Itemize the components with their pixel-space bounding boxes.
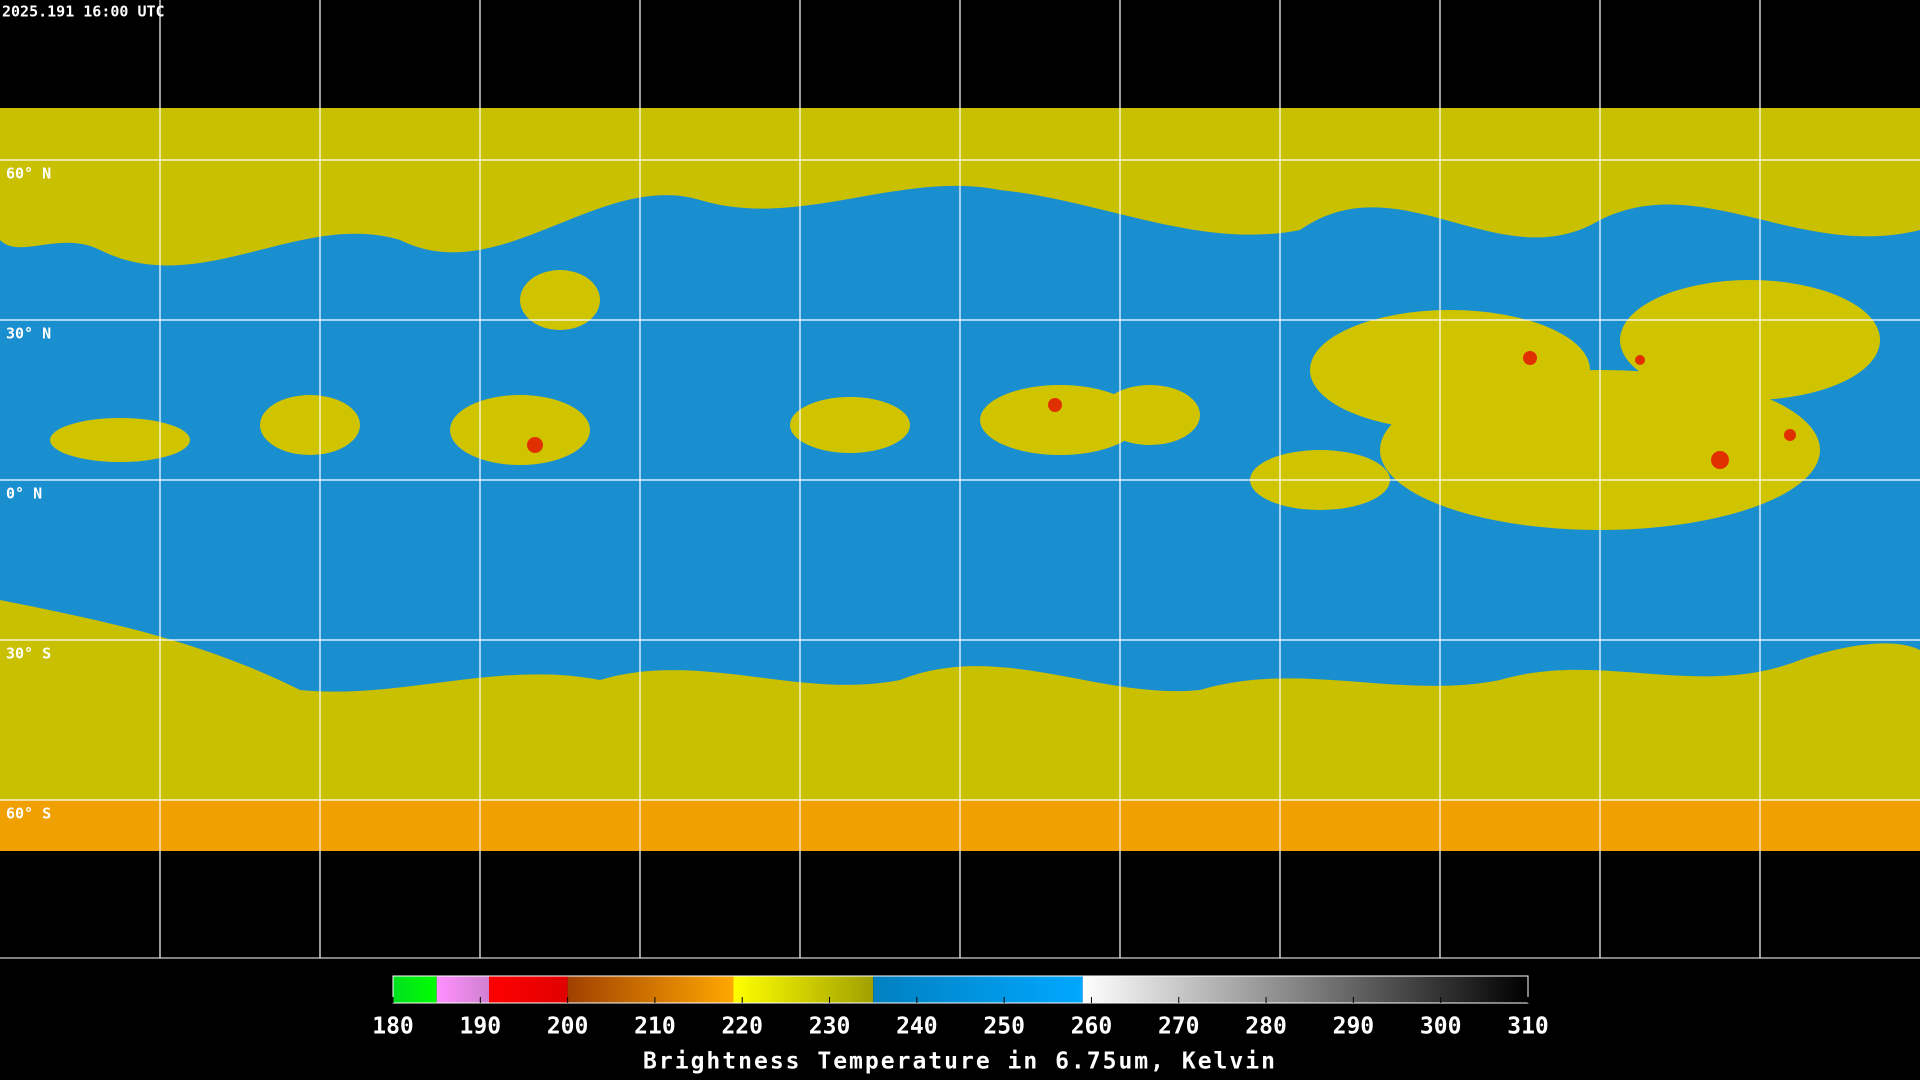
colorbar-tick-label: 190 (460, 1014, 502, 1040)
colorbar-tick-label: 280 (1245, 1014, 1287, 1040)
colorbar-tick-label: 300 (1420, 1014, 1462, 1040)
latitude-label: 30° S (6, 645, 51, 663)
colorbar-tick-label: 200 (547, 1014, 589, 1040)
colorbar-tick-label: 220 (721, 1014, 763, 1040)
colorbar-title: Brightness Temperature in 6.75um, Kelvin (643, 1049, 1277, 1075)
timestamp: 2025.191 16:00 UTC (2, 3, 165, 21)
latitude-label: 60° N (6, 165, 51, 183)
convective-core (527, 351, 1796, 469)
latitude-label: 30° N (6, 325, 51, 343)
colorbar-segment (393, 976, 437, 1003)
colorbar-tick-label: 310 (1507, 1014, 1549, 1040)
colorbar-tick-label: 230 (809, 1014, 851, 1040)
colorbar-segment (489, 976, 568, 1003)
colorbar-segment (1082, 976, 1528, 1003)
colorbar-tick-label: 210 (634, 1014, 676, 1040)
latitude-label: 0° N (6, 485, 42, 503)
colorbar-tick-label: 290 (1333, 1014, 1375, 1040)
colorbar-tick-label: 270 (1158, 1014, 1200, 1040)
colorbar-frame (392, 975, 1529, 1004)
colorbar-tick-label: 180 (372, 1014, 414, 1040)
colorbar-segment (733, 976, 874, 1003)
colorbar-tick-label: 250 (983, 1014, 1025, 1040)
colorbar-segment (567, 976, 734, 1003)
latitude-label: 60° S (6, 805, 51, 823)
colorbar-tick-label: 240 (896, 1014, 938, 1040)
colorbar-segment (436, 976, 490, 1003)
colorbar-tick-label: 260 (1071, 1014, 1113, 1040)
colorbar-segment (873, 976, 1083, 1003)
